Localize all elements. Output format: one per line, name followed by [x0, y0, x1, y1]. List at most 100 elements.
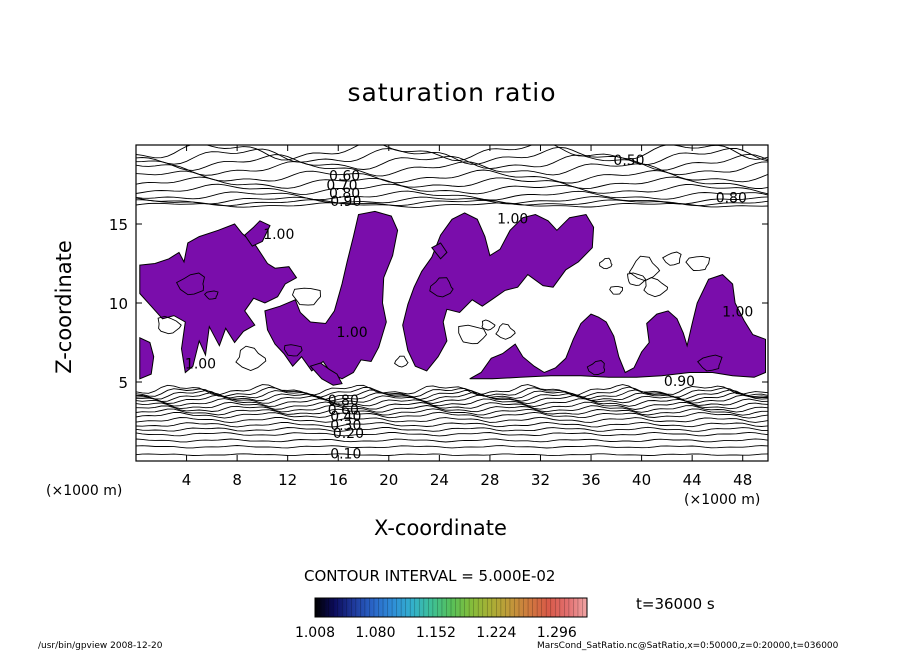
contour-loop — [586, 360, 606, 376]
contour-line — [136, 431, 768, 437]
x-axis-ticks: 4 8 12 16 20 24 28 32 36 40 44 48 — [182, 145, 752, 489]
contour-line — [136, 426, 768, 432]
contour-line — [136, 183, 768, 195]
contour-labels: 0.500.600.700.800.90 0.801.001.001.001.00… — [185, 153, 753, 463]
colorbar: 1.008 1.080 1.152 1.224 1.296 — [295, 597, 588, 641]
contour-label: 1.00 — [185, 357, 216, 373]
contour-line — [136, 421, 768, 428]
x-tick-label: 20 — [379, 471, 398, 489]
y-axis-ticks: 5 10 15 — [109, 216, 768, 392]
contour-line — [136, 408, 768, 416]
contour-loop — [429, 277, 454, 298]
x-tick-label: 12 — [278, 471, 297, 489]
contour-label: 0.50 — [613, 153, 644, 169]
contour-label: 0.90 — [664, 374, 695, 390]
contour-label: 0.80 — [328, 393, 359, 409]
contour-label: 0.60 — [328, 402, 359, 418]
colorbar-tick-label: 1.224 — [476, 625, 516, 641]
contour-loop — [599, 257, 613, 270]
contour-loop — [662, 251, 682, 266]
contour-loop — [495, 323, 516, 340]
contour-line — [136, 146, 768, 166]
contour-line — [136, 384, 768, 396]
contour-loop — [481, 319, 496, 331]
contour-label: 1.00 — [263, 227, 294, 243]
y-tick-label: 5 — [118, 374, 128, 392]
supersaturated-fill-regions — [139, 210, 766, 386]
contour-line — [136, 453, 768, 457]
contour-loop — [643, 277, 669, 298]
colorbar-tick-label: 1.008 — [295, 625, 335, 641]
contour-line — [136, 190, 768, 201]
contour-line — [136, 386, 768, 398]
contour-line — [136, 145, 768, 162]
contour-label: 1.00 — [722, 305, 753, 321]
colorbar-gradient — [314, 597, 588, 618]
contour-loop — [291, 287, 321, 306]
x-tick-label: 36 — [581, 471, 600, 489]
contour-loop — [283, 344, 303, 357]
x-tick-label: 4 — [182, 471, 192, 489]
contour-label: 0.80 — [716, 191, 747, 207]
contour-line — [136, 176, 768, 190]
x-tick-label: 16 — [329, 471, 348, 489]
contour-label: 0.70 — [326, 178, 357, 194]
x-tick-label: 48 — [733, 471, 752, 489]
supersaturated-region — [264, 210, 399, 380]
supersaturated-region — [309, 362, 343, 386]
contour-line — [136, 401, 768, 410]
footer-right-text: MarsCond_SatRatio.nc@SatRatio,x=0:50000,… — [537, 641, 839, 651]
y-axis-label: Z-coordinate — [52, 240, 76, 374]
time-label: t=36000 s — [636, 595, 715, 613]
supersaturated-region — [402, 212, 595, 372]
contour-line — [136, 169, 768, 184]
supersaturated-region — [469, 274, 766, 380]
y-tick-label: 10 — [109, 295, 128, 313]
contour-line — [136, 411, 768, 419]
contour-line — [136, 398, 768, 408]
contour-line — [136, 416, 768, 424]
contour-line — [136, 202, 768, 208]
colorbar-tick-label: 1.080 — [355, 625, 395, 641]
contour-line — [136, 196, 768, 205]
contour-loop — [697, 354, 723, 372]
x-unit-label-left: (×1000 m) — [46, 483, 123, 499]
supersaturated-region — [244, 220, 271, 247]
contour-loop — [609, 286, 623, 295]
contour-label: 0.60 — [329, 169, 360, 185]
y-tick-label: 15 — [109, 216, 128, 234]
contour-label: 0.10 — [330, 447, 361, 463]
contour-label: 0.40 — [330, 409, 361, 425]
contour-label: 0.80 — [329, 186, 360, 202]
contour-loop — [203, 290, 219, 300]
contour-loop — [157, 315, 182, 335]
contour-loop — [458, 324, 488, 345]
contour-line — [136, 161, 768, 177]
colorbar-tick-label: 1.152 — [416, 625, 456, 641]
supersaturated-region — [431, 242, 448, 260]
x-unit-label-right: (×1000 m) — [684, 492, 761, 508]
contour-loop — [175, 272, 206, 296]
contour-label: 0.90 — [330, 194, 361, 210]
contour-label: 1.00 — [337, 325, 368, 341]
contour-line — [136, 394, 768, 405]
contour-line — [136, 445, 768, 449]
contour-interval-label: CONTOUR INTERVAL = 5.000E-02 — [304, 567, 556, 585]
contour-line — [136, 438, 768, 443]
contour-label: 1.00 — [497, 211, 528, 227]
footer-left-text: /usr/bin/gpview 2008-12-20 — [38, 641, 163, 651]
contour-loop — [235, 345, 267, 371]
x-tick-label: 24 — [430, 471, 449, 489]
contour-loop — [685, 255, 711, 271]
contour-line — [136, 404, 768, 413]
contour-lines — [136, 145, 768, 457]
contour-line — [136, 389, 768, 400]
supersaturated-region — [139, 337, 155, 380]
contour-loop — [628, 255, 661, 282]
supersaturated-region — [139, 223, 298, 374]
x-tick-label: 32 — [531, 471, 550, 489]
contour-label: 0.30 — [330, 418, 361, 434]
contour-loop — [627, 272, 647, 286]
x-tick-label: 40 — [632, 471, 651, 489]
